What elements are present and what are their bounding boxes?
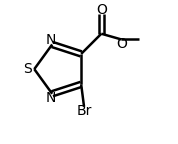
Text: Br: Br (76, 104, 92, 118)
Text: N: N (46, 33, 56, 47)
Text: S: S (23, 62, 32, 76)
Text: O: O (96, 3, 107, 17)
Text: O: O (116, 37, 127, 51)
Text: N: N (46, 91, 56, 105)
